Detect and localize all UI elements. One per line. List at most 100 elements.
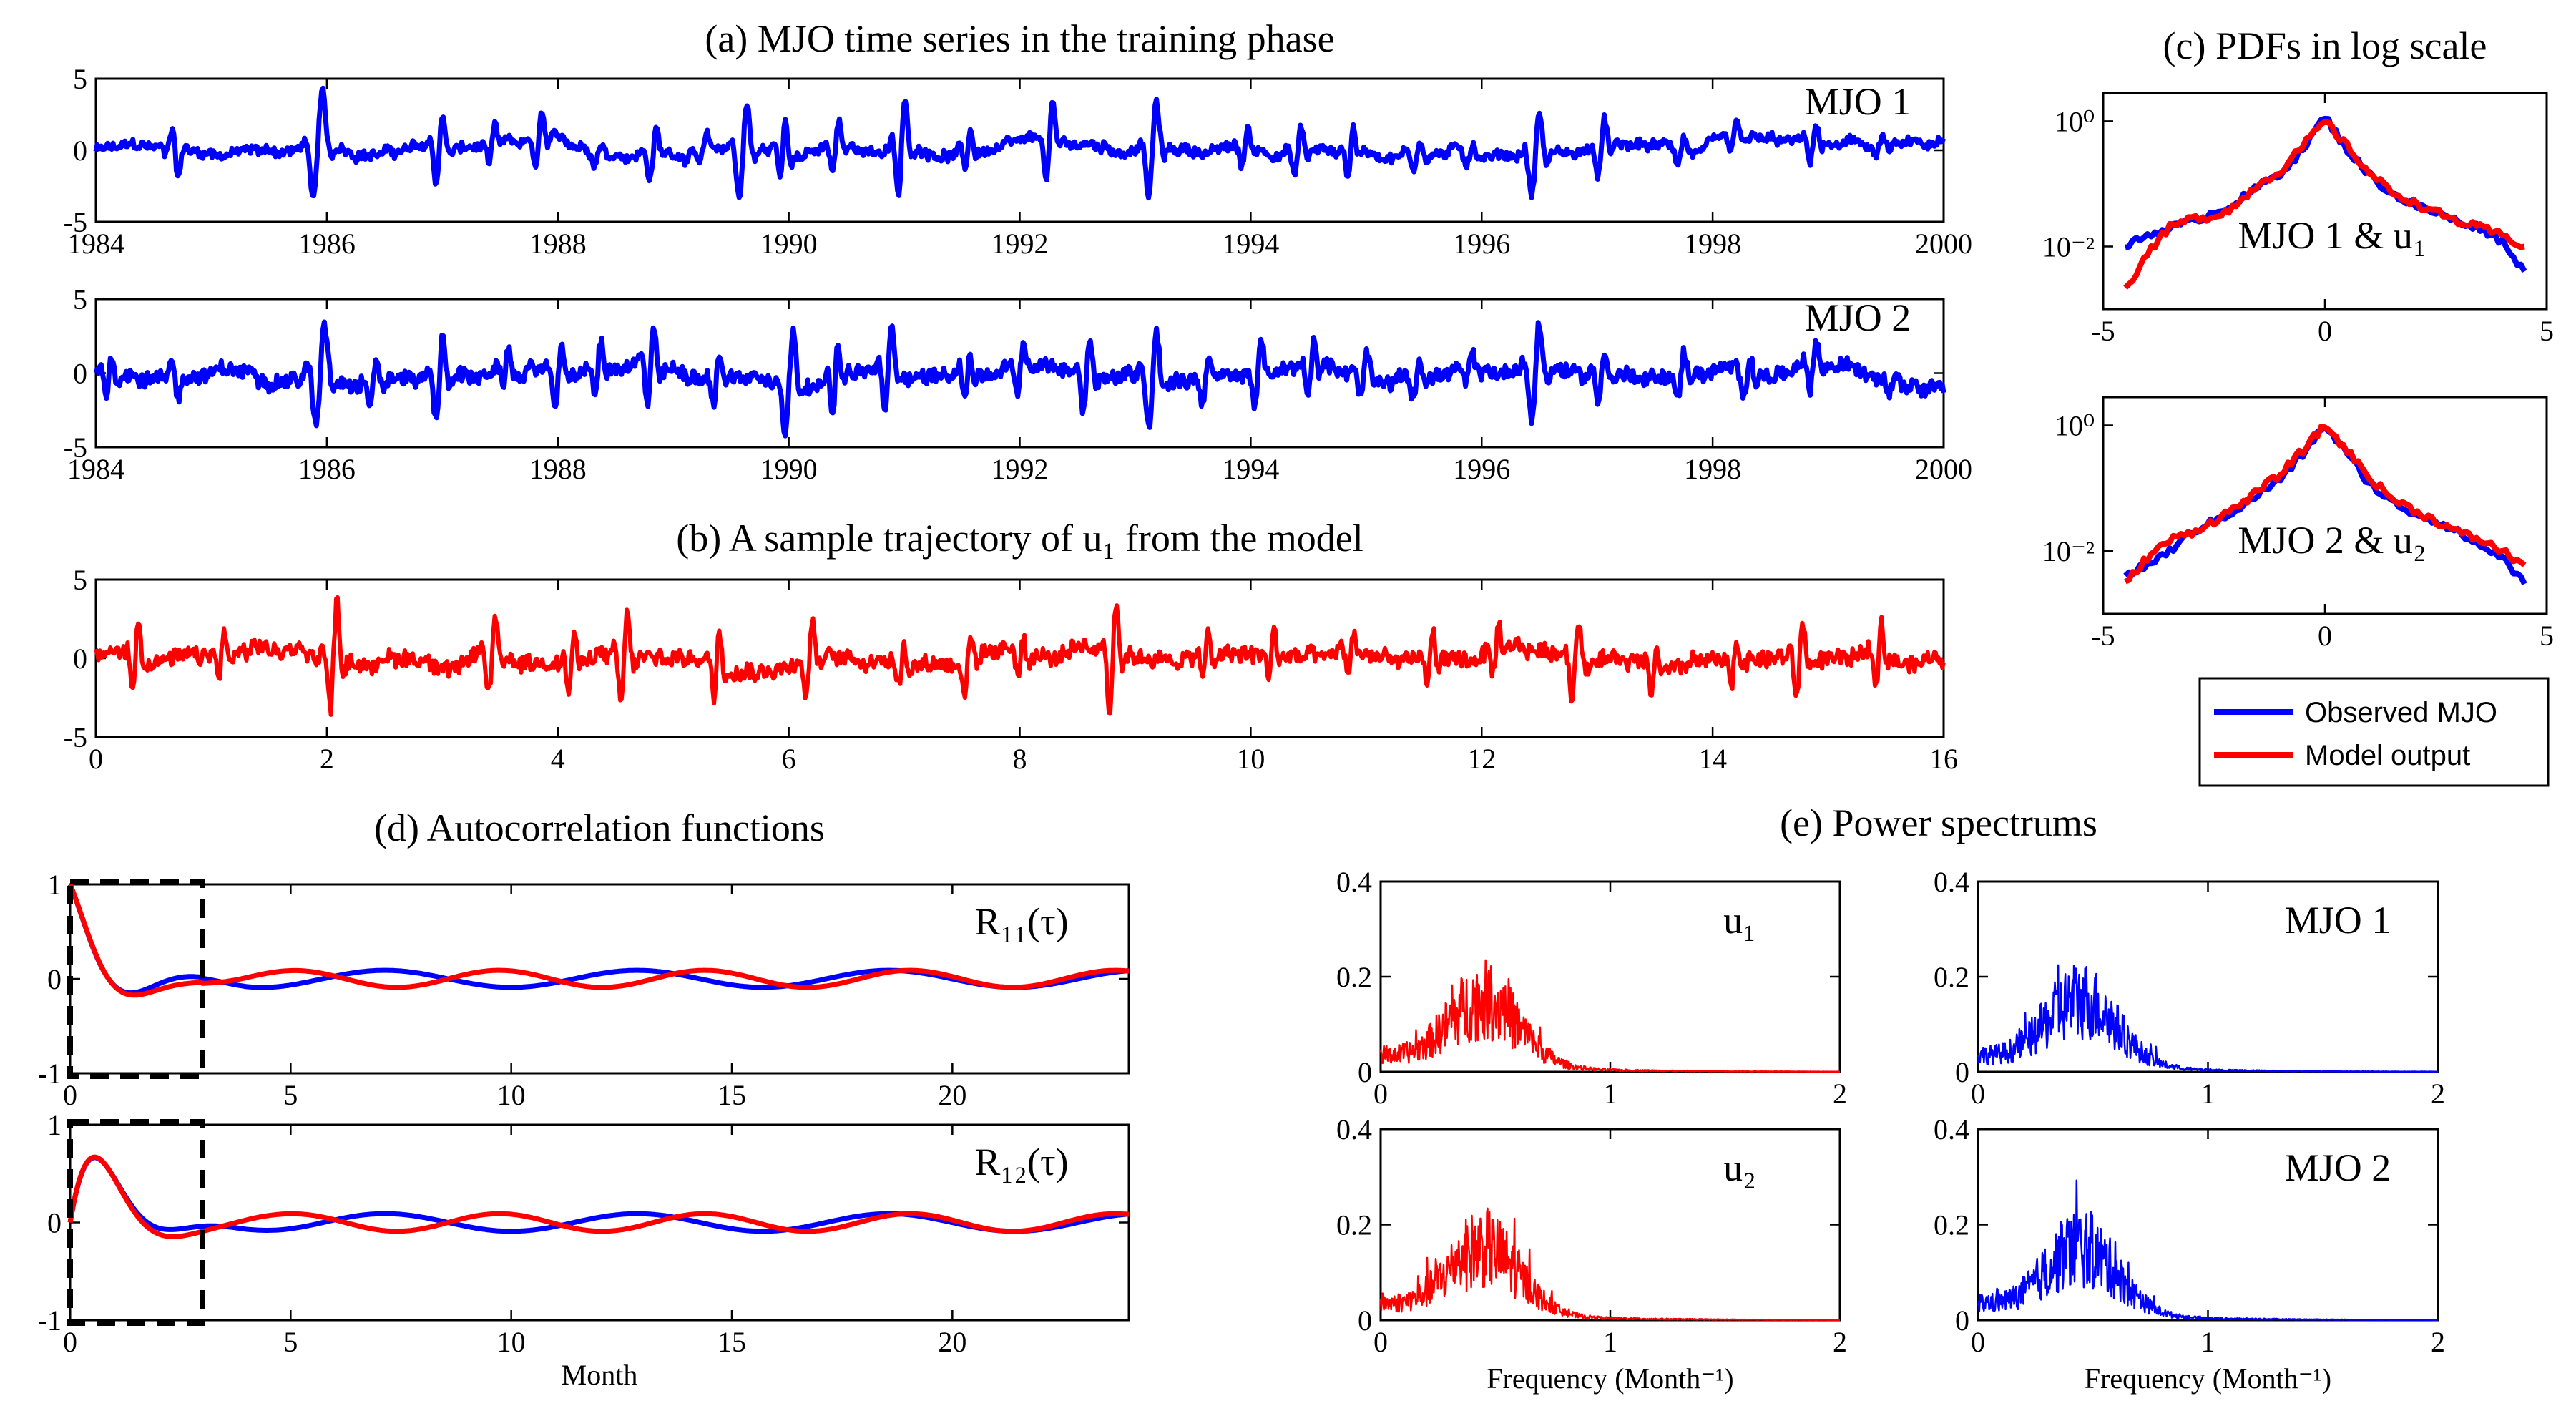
panel-label: MJO 1 [1805,80,1911,123]
x-tick-label: 1994 [1222,453,1279,485]
legend-label: Model output [2305,740,2470,771]
y-tick-label: 0 [1358,1056,1372,1088]
series-line [67,883,1130,998]
series-line [1977,964,2439,1073]
x-tick-label: 15 [718,1326,746,1358]
x-tick-label: 15 [718,1079,746,1111]
y-tick-label: -5 [64,206,87,238]
y-tick-label: 0.4 [1934,1113,1969,1146]
x-tick-label: 2 [2431,1326,2445,1358]
x-tick-label: 1984 [67,228,124,260]
y-tick-label: 0.2 [1934,961,1969,993]
panel-ps_u2: 0 1 2 0 0.2 0.4 u₂ Frequency (Month⁻¹) [1336,1113,1847,1395]
panel-label: u₁ [1723,899,1756,942]
x-tick-label: 0 [89,743,103,775]
x-tick-label: 2 [2431,1078,2445,1110]
series-line [67,883,1130,996]
x-tick-label: 2 [1833,1326,1847,1358]
x-tick-label: 5 [283,1079,298,1111]
x-tick-label: 5 [2540,315,2554,347]
panel-pdf2: -5 0 5 10⁰ 10⁻² MJO 2 & u₂ [2042,396,2554,652]
x-tick-label: 1990 [760,228,818,260]
panel-label: MJO 2 [2285,1146,2391,1189]
x-tick-label: 14 [1698,743,1727,775]
x-tick-label: 1996 [1453,453,1510,485]
y-tick-label: 0 [1358,1304,1372,1337]
x-tick-label: -5 [2091,620,2115,652]
legend: Observed MJO Model output [2198,677,2550,787]
panel-title: (c) PDFs in log scale [2163,24,2487,67]
x-tick-label: 1988 [529,228,587,260]
y-tick-label: 1 [47,869,62,901]
x-tick-label: 5 [2540,620,2554,652]
x-tick-label: 0 [1971,1078,1985,1110]
x-tick-label: 0 [63,1079,77,1111]
series-line [2124,424,2527,585]
y-tick-label: -5 [64,721,87,753]
axes-frame [1379,880,1841,1073]
x-tick-label: 1998 [1684,228,1741,260]
x-tick-label: 6 [782,743,796,775]
panel-label: MJO 1 & u₁ [2238,214,2426,257]
y-tick-label: 0 [47,1207,62,1239]
x-tick-label: 1 [1603,1326,1617,1358]
series-line [93,85,1946,201]
panel-ps_mjo1: 0 1 2 0 0.2 0.4 MJO 1 [1934,866,2445,1110]
x-tick-label: 20 [938,1326,966,1358]
axes-frame [2102,92,2548,311]
x-tick-label: 12 [1467,743,1496,775]
panel-traj: 0 2 4 6 8 10 12 14 16-505(b) A sample trajectory… [64,517,1958,775]
x-tick-label: 1 [2201,1078,2215,1110]
y-tick-label: 1 [47,1109,62,1141]
y-tick-label: 0.4 [1336,1113,1372,1146]
x-tick-label: 2000 [1915,453,1972,485]
x-tick-label: 1984 [67,453,124,485]
panel-label: MJO 2 [1805,296,1911,339]
legend-label: Observed MJO [2305,697,2497,728]
x-tick-label: 10 [1236,743,1265,775]
series-line [94,595,1946,717]
series-line [93,319,1946,439]
x-tick-label: 2 [1833,1078,1847,1110]
x-tick-label: 1990 [760,453,818,485]
y-tick-label: 0 [47,963,62,995]
y-tick-label: 0.2 [1336,961,1372,993]
y-tick-label: 5 [73,564,87,596]
panel-title: (e) Power spectrums [1780,801,2097,844]
x-tick-label: 0 [1373,1078,1388,1110]
x-tick-label: 0 [63,1326,77,1358]
x-tick-label: 10 [497,1326,526,1358]
y-tick-label: 0.2 [1934,1209,1969,1241]
x-axis-label: Month [562,1359,638,1391]
x-tick-label: 1992 [991,453,1049,485]
x-tick-label: 0 [2318,315,2332,347]
highlight-box [67,879,205,1079]
y-tick-label: 5 [73,283,87,316]
y-tick-label: 0 [73,358,87,390]
series-line [67,1155,1130,1234]
y-tick-label: -1 [38,1304,62,1337]
panel-label: MJO 2 & u₂ [2238,519,2426,562]
y-tick-label: 0.4 [1934,866,1969,898]
x-tick-label: 16 [1929,743,1958,775]
y-tick-label: 10⁰ [2055,105,2095,137]
x-tick-label: 0 [1971,1326,1985,1358]
highlight-box [67,1119,205,1326]
x-axis-label: Frequency (Month⁻¹) [2085,1362,2331,1395]
x-tick-label: 4 [551,743,565,775]
x-tick-label: 2 [320,743,334,775]
y-tick-label: -5 [64,431,87,464]
y-tick-label: 0.4 [1336,866,1372,898]
panel-label: u₂ [1723,1146,1756,1189]
series-line [1977,1179,2439,1322]
x-tick-label: 1 [1603,1078,1617,1110]
x-tick-label: 0 [1373,1326,1388,1358]
panel-label: MJO 1 [2285,899,2391,942]
series-line [1379,1207,1841,1322]
x-tick-label: 5 [283,1326,298,1358]
y-tick-label: 0 [73,643,87,675]
